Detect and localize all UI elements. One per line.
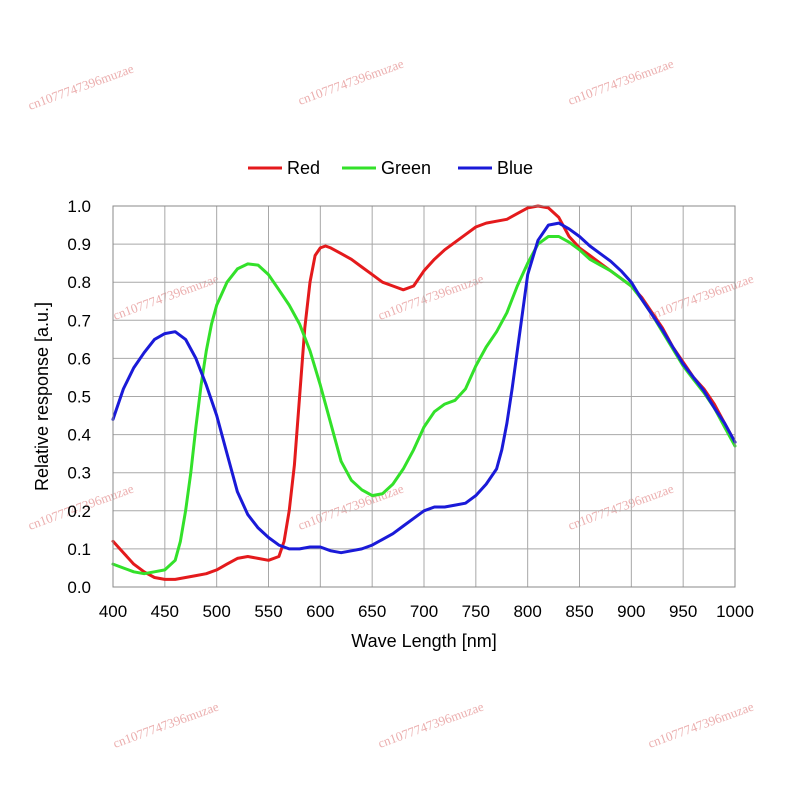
y-tick-label: 0.4 — [67, 426, 91, 445]
watermark-text: cn1077747396muzae — [376, 271, 486, 323]
y-axis-title: Relative response [a.u.] — [32, 302, 52, 491]
watermark-text: cn1077747396muzae — [646, 699, 756, 751]
watermark-text: cn1077747396muzae — [566, 481, 676, 533]
x-tick-label: 500 — [202, 602, 230, 621]
y-tick-label: 0.2 — [67, 502, 91, 521]
watermark-text: cn1077747396muzae — [296, 56, 406, 108]
legend-label-green: Green — [381, 158, 431, 178]
legend-label-red: Red — [287, 158, 320, 178]
y-tick-label: 0.3 — [67, 464, 91, 483]
y-tick-label: 0.9 — [67, 235, 91, 254]
watermark-text: cn1077747396muzae — [26, 61, 136, 113]
watermark-text: cn1077747396muzae — [111, 271, 221, 323]
x-tick-label: 1000 — [716, 602, 754, 621]
y-tick-label: 0.0 — [67, 578, 91, 597]
x-tick-label: 750 — [462, 602, 490, 621]
legend: Red Green Blue — [248, 158, 533, 178]
watermark-text: cn1077747396muzae — [376, 699, 486, 751]
x-tick-label: 600 — [306, 602, 334, 621]
x-tick-label: 450 — [151, 602, 179, 621]
x-tick-label: 700 — [410, 602, 438, 621]
x-tick-label: 550 — [254, 602, 282, 621]
y-tick-labels: 0.0 0.1 0.2 0.3 0.4 0.5 0.6 0.7 0.8 0.9 1.0 — [67, 197, 91, 597]
grid — [112, 205, 736, 588]
y-tick-label: 0.7 — [67, 311, 91, 330]
x-tick-label: 800 — [513, 602, 541, 621]
watermark-text: cn1077747396muzae — [646, 271, 756, 323]
x-tick-label: 950 — [669, 602, 697, 621]
x-tick-label: 400 — [99, 602, 127, 621]
plot-frame — [112, 205, 736, 588]
y-tick-label: 0.8 — [67, 273, 91, 292]
series-line-blue — [111, 221, 737, 555]
y-tick-label: 0.1 — [67, 540, 91, 559]
x-tick-label: 650 — [358, 602, 386, 621]
y-tick-label: 0.6 — [67, 349, 91, 368]
series-line-green — [111, 235, 737, 576]
legend-label-blue: Blue — [497, 158, 533, 178]
y-tick-label: 1.0 — [67, 197, 91, 216]
x-axis-title: Wave Length [nm] — [351, 631, 496, 651]
watermark-text: cn1077747396muzae — [111, 699, 221, 751]
x-tick-labels: 400 450 500 550 600 650 700 750 800 850 900 950 1000 — [99, 602, 754, 621]
x-tick-label: 850 — [565, 602, 593, 621]
y-tick-label: 0.5 — [67, 388, 91, 407]
x-tick-label: 900 — [617, 602, 645, 621]
watermark-text: cn1077747396muzae — [566, 56, 676, 108]
series-group — [111, 204, 737, 581]
